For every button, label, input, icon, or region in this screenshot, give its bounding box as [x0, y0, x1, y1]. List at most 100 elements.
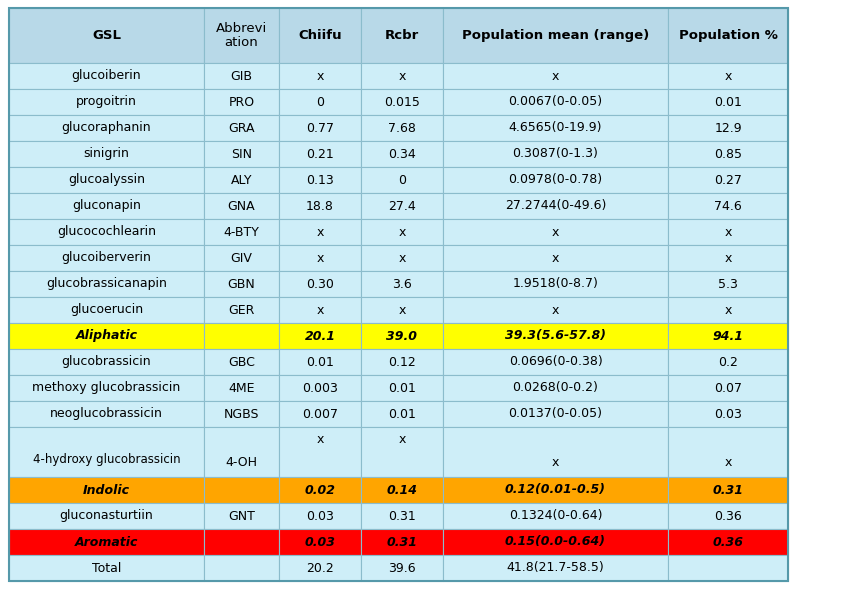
Text: glucocochlearin: glucocochlearin: [57, 226, 156, 239]
Text: 3.6: 3.6: [392, 278, 412, 291]
Text: 4-OH: 4-OH: [226, 456, 257, 469]
Text: GSL: GSL: [92, 29, 121, 42]
Text: x: x: [316, 226, 324, 239]
Text: x: x: [552, 304, 559, 317]
Bar: [361, 401, 443, 427]
Text: gluconasturtiin: gluconasturtiin: [60, 509, 154, 522]
Bar: [668, 555, 788, 581]
Text: PRO: PRO: [228, 96, 255, 109]
Bar: [668, 219, 788, 245]
Bar: [9, 323, 204, 349]
Bar: [443, 401, 668, 427]
Text: 0.0696(0-0.38): 0.0696(0-0.38): [509, 356, 602, 369]
Bar: [204, 375, 279, 401]
Text: 5.3: 5.3: [718, 278, 738, 291]
Text: 27.4: 27.4: [388, 200, 416, 213]
Bar: [443, 323, 668, 349]
Bar: [668, 8, 788, 63]
Text: 1.9518(0-8.7): 1.9518(0-8.7): [512, 278, 599, 291]
Text: SIN: SIN: [231, 148, 252, 161]
Text: x: x: [552, 456, 559, 469]
Bar: [668, 323, 788, 349]
Bar: [9, 141, 204, 167]
Text: 0.34: 0.34: [388, 148, 416, 161]
Text: 39.6: 39.6: [388, 561, 416, 574]
Bar: [279, 219, 361, 245]
Text: glucoiberverin: glucoiberverin: [61, 252, 151, 265]
Bar: [443, 529, 668, 555]
Text: GIB: GIB: [231, 70, 252, 83]
Text: 0.03: 0.03: [304, 535, 335, 548]
Text: glucoiberin: glucoiberin: [72, 70, 142, 83]
Bar: [279, 427, 361, 477]
Text: 0.21: 0.21: [306, 148, 334, 161]
Bar: [668, 245, 788, 271]
Bar: [361, 193, 443, 219]
Bar: [443, 503, 668, 529]
Bar: [9, 193, 204, 219]
Text: methoxy glucobrassicin: methoxy glucobrassicin: [32, 382, 181, 395]
Text: NGBS: NGBS: [224, 408, 259, 421]
Bar: [204, 89, 279, 115]
Bar: [279, 141, 361, 167]
Text: x: x: [724, 456, 732, 469]
Text: 0.0067(0-0.05): 0.0067(0-0.05): [508, 96, 602, 109]
Text: 20.2: 20.2: [306, 561, 334, 574]
Text: Total: Total: [92, 561, 121, 574]
Bar: [204, 297, 279, 323]
Bar: [204, 323, 279, 349]
Bar: [9, 8, 204, 63]
Text: 0.01: 0.01: [306, 356, 334, 369]
Text: GRA: GRA: [228, 122, 255, 135]
Bar: [204, 477, 279, 503]
Bar: [361, 477, 443, 503]
Text: ALY: ALY: [231, 174, 252, 187]
Text: x: x: [724, 252, 732, 265]
Bar: [279, 555, 361, 581]
Text: 0: 0: [316, 96, 324, 109]
Text: 74.6: 74.6: [715, 200, 742, 213]
Text: x: x: [316, 433, 324, 446]
Text: 0.31: 0.31: [388, 509, 416, 522]
Bar: [279, 349, 361, 375]
Text: x: x: [398, 226, 406, 239]
Bar: [9, 555, 204, 581]
Bar: [668, 167, 788, 193]
Text: glucoerucin: glucoerucin: [70, 304, 143, 317]
Bar: [279, 8, 361, 63]
Bar: [9, 503, 204, 529]
Bar: [204, 427, 279, 477]
Bar: [443, 349, 668, 375]
Text: Population %: Population %: [678, 29, 778, 42]
Bar: [668, 477, 788, 503]
Bar: [204, 219, 279, 245]
Text: Aliphatic: Aliphatic: [75, 330, 137, 343]
Bar: [279, 245, 361, 271]
Bar: [668, 115, 788, 141]
Text: 0.30: 0.30: [306, 278, 334, 291]
Text: 0.03: 0.03: [714, 408, 742, 421]
Bar: [443, 193, 668, 219]
Bar: [443, 115, 668, 141]
Text: 0.01: 0.01: [714, 96, 742, 109]
Bar: [279, 323, 361, 349]
Bar: [443, 555, 668, 581]
Text: x: x: [724, 226, 732, 239]
Text: 0.01: 0.01: [388, 382, 416, 395]
Text: glucoalyssin: glucoalyssin: [68, 174, 145, 187]
Text: 0.36: 0.36: [713, 535, 744, 548]
Text: GNA: GNA: [228, 200, 256, 213]
Bar: [361, 115, 443, 141]
Bar: [9, 115, 204, 141]
Text: 0.2: 0.2: [718, 356, 738, 369]
Bar: [279, 529, 361, 555]
Bar: [443, 477, 668, 503]
Bar: [9, 89, 204, 115]
Text: 4ME: 4ME: [228, 382, 255, 395]
Bar: [668, 193, 788, 219]
Bar: [204, 167, 279, 193]
Bar: [9, 63, 204, 89]
Text: 0.36: 0.36: [715, 509, 742, 522]
Bar: [279, 375, 361, 401]
Text: 27.2744(0-49.6): 27.2744(0-49.6): [505, 200, 607, 213]
